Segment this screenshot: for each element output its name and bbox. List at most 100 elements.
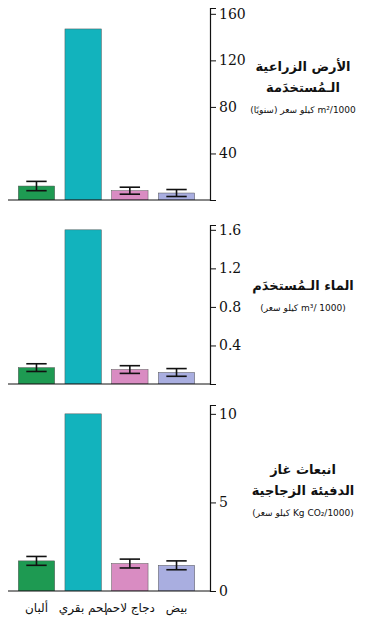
axis-title: (m³/ 1000 كيلو سعر) bbox=[260, 303, 345, 313]
error-cap bbox=[26, 371, 46, 373]
error-stem bbox=[176, 190, 178, 197]
tick-label: ألبان bbox=[25, 600, 48, 615]
tick-mark bbox=[210, 230, 216, 231]
tick-mark bbox=[210, 14, 216, 15]
tick-label: 80 bbox=[219, 99, 237, 115]
error-bar bbox=[166, 369, 186, 377]
error-bar bbox=[166, 561, 186, 570]
bar bbox=[112, 564, 148, 591]
tick: 5 bbox=[210, 494, 228, 510]
tick-label: 0.8 bbox=[219, 299, 241, 315]
error-cap bbox=[120, 567, 140, 569]
error-cap bbox=[166, 196, 186, 198]
error-cap bbox=[166, 368, 186, 370]
axis-title: الأرض الزراعية bbox=[255, 58, 350, 74]
error-stem bbox=[129, 187, 131, 194]
tick-label: 10 bbox=[219, 406, 237, 422]
tick: 10 bbox=[210, 406, 237, 422]
axis-title: الماء الـمُستخدَم bbox=[252, 278, 354, 294]
tick: 40 bbox=[210, 145, 237, 161]
tick-mark bbox=[210, 414, 216, 415]
error-bar bbox=[120, 559, 140, 568]
tick: 0.4 bbox=[210, 337, 241, 353]
tick-mark bbox=[210, 60, 216, 61]
tick-label: 0.4 bbox=[219, 337, 241, 353]
axis-line bbox=[211, 406, 217, 592]
error-cap bbox=[120, 193, 140, 195]
tick-mark bbox=[210, 502, 216, 503]
tick-mark bbox=[210, 107, 216, 108]
panel: 0.4 0.8 1.2 1.6 الماء الـمُستخدَم (m³/ 1000 ك… bbox=[8, 222, 354, 385]
error-bar bbox=[166, 190, 186, 197]
tick: 1.2 bbox=[210, 260, 241, 276]
tick-label: 1.2 bbox=[219, 260, 241, 276]
y-axis: 0.4 0.8 1.2 1.6 bbox=[210, 222, 241, 385]
plot-area bbox=[18, 29, 194, 200]
error-stem bbox=[129, 366, 131, 374]
bar bbox=[18, 561, 54, 591]
error-stem bbox=[129, 559, 131, 568]
axis-title: (Kg CO₂/1000 كيلو سعر) bbox=[252, 508, 354, 518]
tick: بيض bbox=[166, 591, 188, 616]
error-cap bbox=[120, 365, 140, 367]
error-cap bbox=[166, 560, 186, 562]
panel: 0 5 10 ألبان لحم بقريدجاج لاحم بيض انبعاث غاز ا… bbox=[8, 406, 354, 616]
axis-title: m²/1000 كيلو سعر (سنويًا) bbox=[250, 105, 356, 115]
error-stem bbox=[36, 181, 38, 190]
plot-area bbox=[18, 230, 194, 384]
tick: 1.6 bbox=[210, 222, 241, 238]
baseline bbox=[8, 200, 210, 201]
axis-line bbox=[211, 9, 217, 201]
error-bar bbox=[26, 181, 46, 190]
panel: 40 80 120 160 الأرض الزراعية الـمُستخدَمة m²/1… bbox=[8, 6, 356, 201]
error-cap bbox=[26, 556, 46, 558]
bar bbox=[65, 230, 101, 384]
tick: 0 bbox=[210, 583, 228, 599]
plot-area bbox=[18, 414, 194, 591]
tick-label: لحم بقري bbox=[59, 601, 108, 616]
tick-mark bbox=[210, 307, 216, 308]
tick: 120 bbox=[210, 52, 246, 68]
error-bar bbox=[26, 556, 46, 565]
axis-title: انبعاث غاز bbox=[269, 462, 336, 477]
tick-label: 5 bbox=[219, 494, 228, 510]
tick-label: 1.6 bbox=[219, 222, 241, 238]
error-cap bbox=[120, 373, 140, 375]
error-cap bbox=[166, 375, 186, 377]
error-cap bbox=[26, 181, 46, 183]
axis-title: الدفيئة الزجاجية bbox=[252, 483, 355, 498]
chart: 40 80 120 160 الأرض الزراعية الـمُستخدَمة m²/1… bbox=[0, 0, 365, 625]
error-stem bbox=[176, 369, 178, 377]
y-axis: 0 5 10 bbox=[210, 406, 237, 599]
baseline bbox=[8, 384, 210, 385]
tick-label: دجاج لاحم bbox=[105, 601, 155, 615]
y-axis: 40 80 120 160 bbox=[210, 6, 246, 201]
error-cap bbox=[166, 569, 186, 571]
tick: ألبان bbox=[25, 591, 48, 615]
error-bar bbox=[120, 187, 140, 194]
bar bbox=[65, 414, 101, 591]
tick: دجاج لاحم bbox=[105, 591, 155, 615]
error-stem bbox=[36, 364, 38, 372]
tick-mark bbox=[210, 268, 216, 269]
error-cap bbox=[26, 190, 46, 192]
tick: 80 bbox=[210, 99, 237, 115]
tick: 0.8 bbox=[210, 299, 241, 315]
tick-label: 40 bbox=[219, 145, 237, 161]
axis-title: الـمُستخدَمة bbox=[266, 80, 340, 95]
tick-mark bbox=[210, 153, 216, 154]
tick-label: 120 bbox=[219, 52, 246, 68]
error-cap bbox=[166, 189, 186, 191]
bar bbox=[158, 565, 194, 591]
axis-line bbox=[211, 226, 217, 385]
tick: 160 bbox=[210, 6, 246, 22]
tick-mark bbox=[210, 591, 216, 592]
x-axis: ألبان لحم بقريدجاج لاحم بيض bbox=[25, 591, 187, 616]
tick-label: 0 bbox=[219, 583, 228, 599]
error-bar bbox=[26, 364, 46, 372]
error-cap bbox=[26, 363, 46, 365]
tick-mark bbox=[210, 345, 216, 346]
error-stem bbox=[36, 556, 38, 565]
tick-label: 160 bbox=[219, 6, 246, 22]
error-cap bbox=[120, 186, 140, 188]
